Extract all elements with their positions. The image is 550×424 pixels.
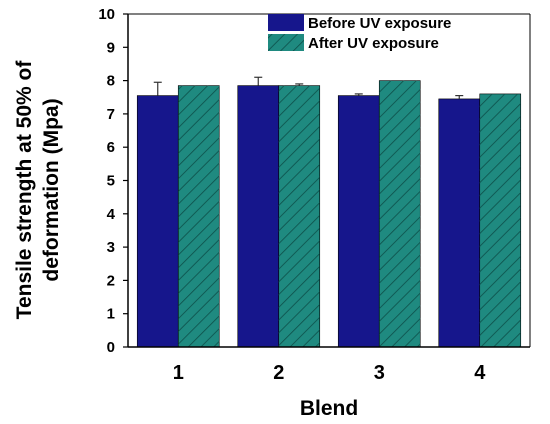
y-tick-label: 10 [98, 6, 115, 23]
y-tick-label: 9 [107, 39, 115, 56]
y-tick-label: 3 [107, 239, 115, 256]
y-tick-label: 1 [107, 306, 115, 323]
bar-hatch-4 [479, 93, 521, 347]
y-tick-label: 0 [107, 339, 115, 356]
x-tick-label: 4 [474, 362, 486, 384]
y-tick-label: 2 [107, 272, 115, 289]
error-bars [153, 76, 464, 99]
bar-hatch-3 [379, 80, 421, 347]
x-tick-label: 3 [374, 362, 385, 384]
bar-before-1 [136, 95, 179, 348]
bar-before-3 [337, 95, 380, 348]
bar-hatch-1 [178, 85, 220, 347]
bar-before-4 [438, 98, 481, 348]
legend-label-before: Before UV exposure [308, 15, 451, 32]
x-tick-label: 1 [173, 362, 184, 384]
y-tick-label: 8 [107, 73, 115, 90]
x-tick-label: 2 [273, 362, 284, 384]
legend: Before UV exposure After UV exposure [268, 14, 451, 52]
y-tick-label: 4 [107, 206, 116, 223]
legend-swatch-after-hatch [268, 34, 304, 51]
y-axis-title-line-1: Tensile strength at 50% of [13, 60, 36, 320]
y-tick-label: 6 [107, 139, 115, 156]
legend-swatch-before [268, 14, 304, 31]
y-tick-label: 7 [107, 106, 115, 123]
y-tick-label: 5 [107, 173, 115, 190]
bar-before-2 [237, 85, 280, 348]
bar-hatch-2 [278, 85, 320, 347]
x-axis-ticks: 1 2 3 4 [173, 362, 487, 384]
legend-label-after: After UV exposure [308, 35, 439, 52]
axes [127, 13, 531, 348]
bars [136, 80, 522, 348]
y-axis-title-line-2: deformation (Mpa) [40, 98, 63, 281]
y-axis-ticks: 0 1 2 3 4 5 6 7 8 9 10 [98, 6, 128, 356]
y-axis-title: Tensile strength at 50% of deformation (… [13, 60, 63, 320]
x-axis-title: Blend [300, 397, 358, 420]
